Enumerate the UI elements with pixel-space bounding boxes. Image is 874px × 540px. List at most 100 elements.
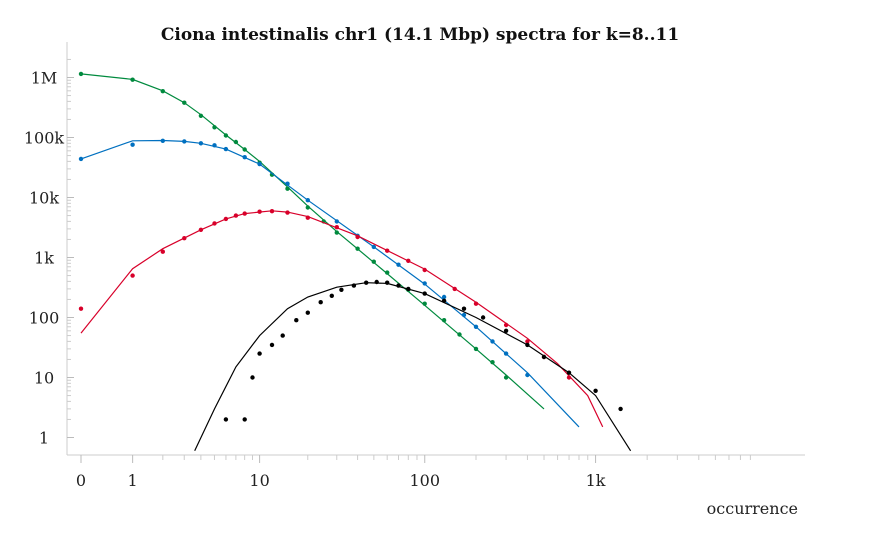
- data-point: [78, 71, 84, 77]
- data-point: [396, 283, 401, 288]
- data-point: [441, 294, 447, 300]
- y-tick-label: 100k: [24, 129, 65, 148]
- y-tick-label: 10k: [29, 189, 59, 208]
- data-point: [525, 342, 530, 348]
- data-point: [503, 351, 509, 356]
- data-point: [385, 270, 390, 275]
- data-point: [461, 312, 467, 318]
- data-point: [473, 324, 479, 329]
- series-fit-line: [80, 73, 545, 410]
- y-tick-label: 1: [39, 429, 49, 448]
- data-point: [78, 156, 84, 162]
- data-point: [212, 143, 217, 148]
- data-point: [233, 213, 239, 218]
- data-point: [541, 354, 547, 360]
- series-0: [78, 71, 545, 410]
- data-point: [223, 133, 229, 138]
- data-point: [160, 89, 165, 94]
- data-point: [480, 315, 486, 320]
- data-point: [334, 230, 339, 235]
- data-point: [422, 291, 427, 296]
- data-point: [461, 306, 467, 311]
- data-point: [566, 375, 572, 380]
- series-3: [194, 279, 632, 452]
- data-point: [339, 287, 344, 292]
- data-point: [452, 286, 457, 292]
- data-point: [385, 248, 390, 253]
- data-point: [371, 259, 376, 264]
- data-point: [355, 246, 360, 251]
- data-point: [334, 225, 339, 230]
- data-point: [223, 216, 229, 222]
- data-point: [285, 210, 290, 215]
- data-point: [223, 417, 229, 422]
- data-point: [242, 417, 247, 422]
- data-point: [503, 322, 509, 328]
- data-point: [305, 205, 310, 210]
- data-point: [242, 211, 247, 216]
- data-point: [78, 306, 84, 311]
- data-point: [525, 372, 530, 378]
- data-point: [305, 215, 310, 220]
- data-point: [294, 318, 299, 323]
- data-point: [198, 141, 204, 146]
- x-axis-label: occurrence: [707, 499, 798, 518]
- x-tick-label: 1: [128, 471, 138, 490]
- data-point: [490, 360, 495, 365]
- data-point: [406, 258, 411, 263]
- x-tick-label: 10: [249, 471, 269, 490]
- data-point: [441, 318, 447, 323]
- data-point: [250, 375, 255, 380]
- data-point: [305, 198, 310, 203]
- y-tick-label: 100: [29, 309, 60, 328]
- data-point: [269, 342, 275, 348]
- data-point: [198, 227, 204, 232]
- data-point: [473, 346, 479, 352]
- y-tick-label: 1M: [31, 69, 58, 88]
- x-tick-label: 0: [76, 471, 86, 490]
- series-fit-line: [194, 282, 632, 452]
- series-1: [78, 138, 580, 428]
- y-ticks: 1 10 100 1k 10k 100k 1M: [24, 58, 74, 448]
- data-point: [318, 300, 323, 305]
- data-point: [457, 332, 462, 337]
- data-point: [257, 351, 262, 356]
- data-point: [130, 273, 135, 278]
- data-point: [355, 234, 360, 240]
- data-point: [242, 155, 247, 160]
- data-point: [285, 186, 290, 191]
- data-point: [257, 161, 262, 167]
- data-point: [396, 262, 401, 267]
- data-point: [160, 138, 165, 143]
- data-point: [364, 280, 369, 285]
- x-tick-label: 100: [409, 471, 440, 490]
- series-layer: [78, 71, 632, 452]
- y-tick-label: 10: [34, 369, 54, 388]
- data-point: [280, 333, 285, 338]
- data-point: [305, 310, 310, 315]
- data-point: [212, 221, 217, 226]
- data-point: [233, 139, 239, 145]
- data-point: [130, 77, 135, 82]
- series-fit-line: [80, 139, 580, 428]
- data-point: [285, 181, 290, 186]
- chart-title: Ciona intestinalis chr1 (14.1 Mbp) spect…: [161, 25, 679, 45]
- data-point: [422, 281, 427, 286]
- data-point: [490, 339, 495, 344]
- data-point: [503, 375, 509, 380]
- y-tick-label: 1k: [34, 249, 54, 268]
- data-point: [385, 280, 390, 285]
- data-point: [406, 286, 411, 292]
- x-tick-label: 1k: [586, 471, 606, 490]
- data-point: [422, 267, 427, 273]
- data-point: [422, 301, 427, 306]
- data-point: [374, 279, 379, 285]
- data-point: [503, 328, 509, 333]
- data-point: [525, 339, 530, 344]
- data-point: [269, 209, 275, 214]
- data-point: [473, 301, 479, 306]
- data-point: [130, 142, 135, 147]
- series-fit-line: [80, 210, 604, 428]
- data-point: [618, 406, 623, 412]
